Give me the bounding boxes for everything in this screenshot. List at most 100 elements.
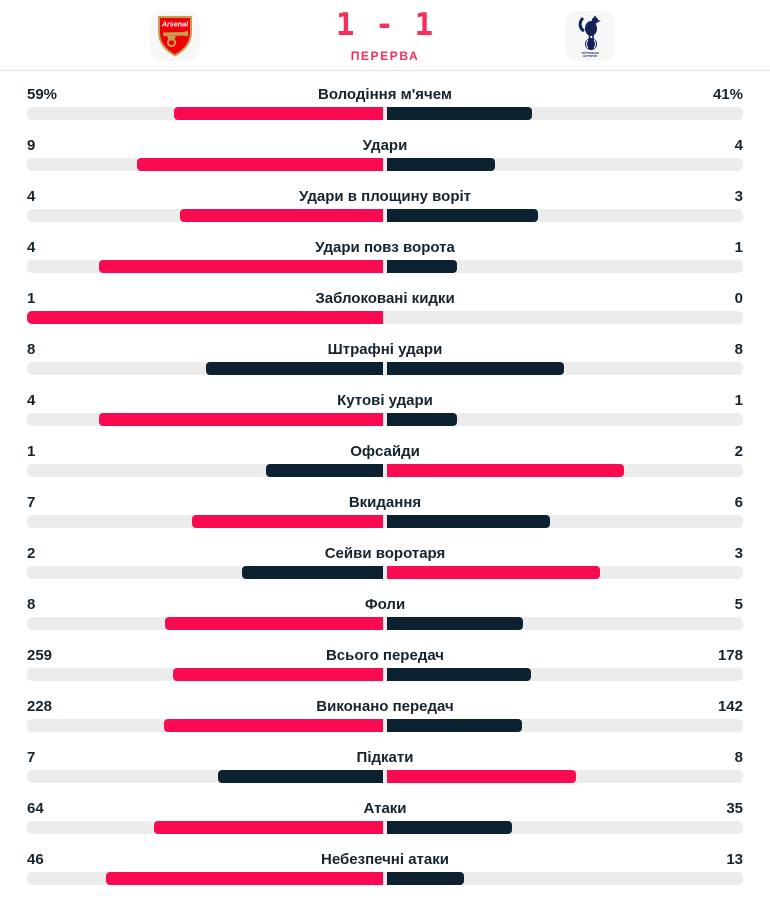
arsenal-crest-icon: Arsenal [158,16,192,57]
home-bar [172,668,383,681]
stat-label: Підкати [356,749,414,766]
stat-row-head: 259 Всього передач 178 [27,647,743,665]
stat-label: Штрафні удари [327,341,443,358]
home-value: 64 [27,800,44,817]
stat-row-head: 9 Удари 4 [27,137,743,155]
stat-row: 1 Офсайди 2 [27,443,743,477]
home-value: 1 [27,290,36,307]
away-value: 8 [734,341,743,358]
home-bar [98,413,383,426]
away-value: 13 [726,851,743,868]
tottenham-crest-icon: TOTTENHAM HOTSPUR [578,15,601,57]
stat-row-head: 1 Офсайди 2 [27,443,743,461]
away-bar [387,158,496,171]
away-team-logo[interactable]: TOTTENHAM HOTSPUR [565,11,615,61]
stat-bar-track [27,413,743,426]
away-bar [387,515,551,528]
stat-label: Володіння м'ячем [317,86,452,103]
home-bar [241,566,383,579]
stat-bar-track [27,770,743,783]
stat-bar-track [27,311,743,324]
away-bar [387,668,531,681]
home-bar [153,821,383,834]
away-bar [387,413,457,426]
svg-text:TOTTENHAM: TOTTENHAM [581,51,599,55]
away-bar [387,209,539,222]
stat-row: 8 Фоли 5 [27,596,743,630]
away-value: 178 [717,647,743,664]
stat-bar-track [27,719,743,732]
svg-text:Arsenal: Arsenal [161,20,189,29]
home-bar [164,617,383,630]
stat-row: 46 Небезпечні атаки 13 [27,851,743,885]
stat-row: 2 Сейви воротаря 3 [27,545,743,579]
home-value: 2 [27,545,36,562]
stat-row: 228 Виконано передач 142 [27,698,743,732]
home-bar [217,770,383,783]
away-value: 6 [734,494,743,511]
stat-row-head: 4 Удари в площину воріт 3 [27,188,743,206]
svg-text:HOTSPUR: HOTSPUR [583,54,597,57]
stat-row: 64 Атаки 35 [27,800,743,834]
stat-label: Всього передач [325,647,445,664]
stat-bar-track [27,464,743,477]
stat-bar-track [27,821,743,834]
away-value: 1 [734,392,743,409]
stat-bar-track [27,209,743,222]
home-bar [206,362,383,375]
stat-row: 7 Вкидання 6 [27,494,743,528]
stat-row-head: 7 Підкати 8 [27,749,743,767]
stat-bar-track [27,362,743,375]
stat-label: Вкидання [348,494,422,511]
stat-label: Удари повз ворота [315,239,455,256]
match-header: Arsenal 1 - 1 ПЕРЕРВА [0,0,770,71]
away-bar [387,260,457,273]
away-bar [387,566,600,579]
away-bar [387,362,564,375]
home-value: 259 [27,647,53,664]
away-value: 4 [734,137,743,154]
stat-row-head: 7 Вкидання 6 [27,494,743,512]
home-bar [173,107,383,120]
away-value: 5 [734,596,743,613]
stat-row: 59% Володіння м'ячем 41% [27,86,743,120]
away-value: 35 [726,800,743,817]
home-value: 9 [27,137,36,154]
home-bar [137,158,383,171]
home-team-logo[interactable]: Arsenal [150,11,200,61]
away-value: 142 [717,698,743,715]
stat-row-head: 4 Кутові удари 1 [27,392,743,410]
stat-label: Сейви воротаря [324,545,446,562]
away-value: 3 [734,188,743,205]
stat-bar-track [27,566,743,579]
score: 1 - 1 [335,7,435,43]
stat-bar-track [27,107,743,120]
home-bar [180,209,383,222]
away-bar [387,872,464,885]
stat-label: Удари в площину воріт [298,188,472,205]
stat-row: 4 Удари повз ворота 1 [27,239,743,273]
home-value: 8 [27,341,36,358]
stat-label: Удари [362,137,408,154]
stat-row-head: 2 Сейви воротаря 3 [27,545,743,563]
stat-row-head: 8 Штрафні удари 8 [27,341,743,359]
stat-row-head: 228 Виконано передач 142 [27,698,743,716]
home-value: 7 [27,494,36,511]
stat-row-head: 59% Володіння м'ячем 41% [27,86,743,104]
stat-row: 9 Удари 4 [27,137,743,171]
home-bar [164,719,383,732]
home-value: 7 [27,749,36,766]
stat-label: Атаки [363,800,407,817]
stat-label: Заблоковані кидки [315,290,455,307]
stat-bar-track [27,668,743,681]
away-value: 41% [712,86,743,103]
home-value: 46 [27,851,44,868]
away-bar [387,770,576,783]
stat-label: Кутові удари [337,392,433,409]
away-bar [387,617,523,630]
stat-bar-track [27,617,743,630]
stat-bar-track [27,158,743,171]
away-value: 0 [734,290,743,307]
home-bar [192,515,383,528]
